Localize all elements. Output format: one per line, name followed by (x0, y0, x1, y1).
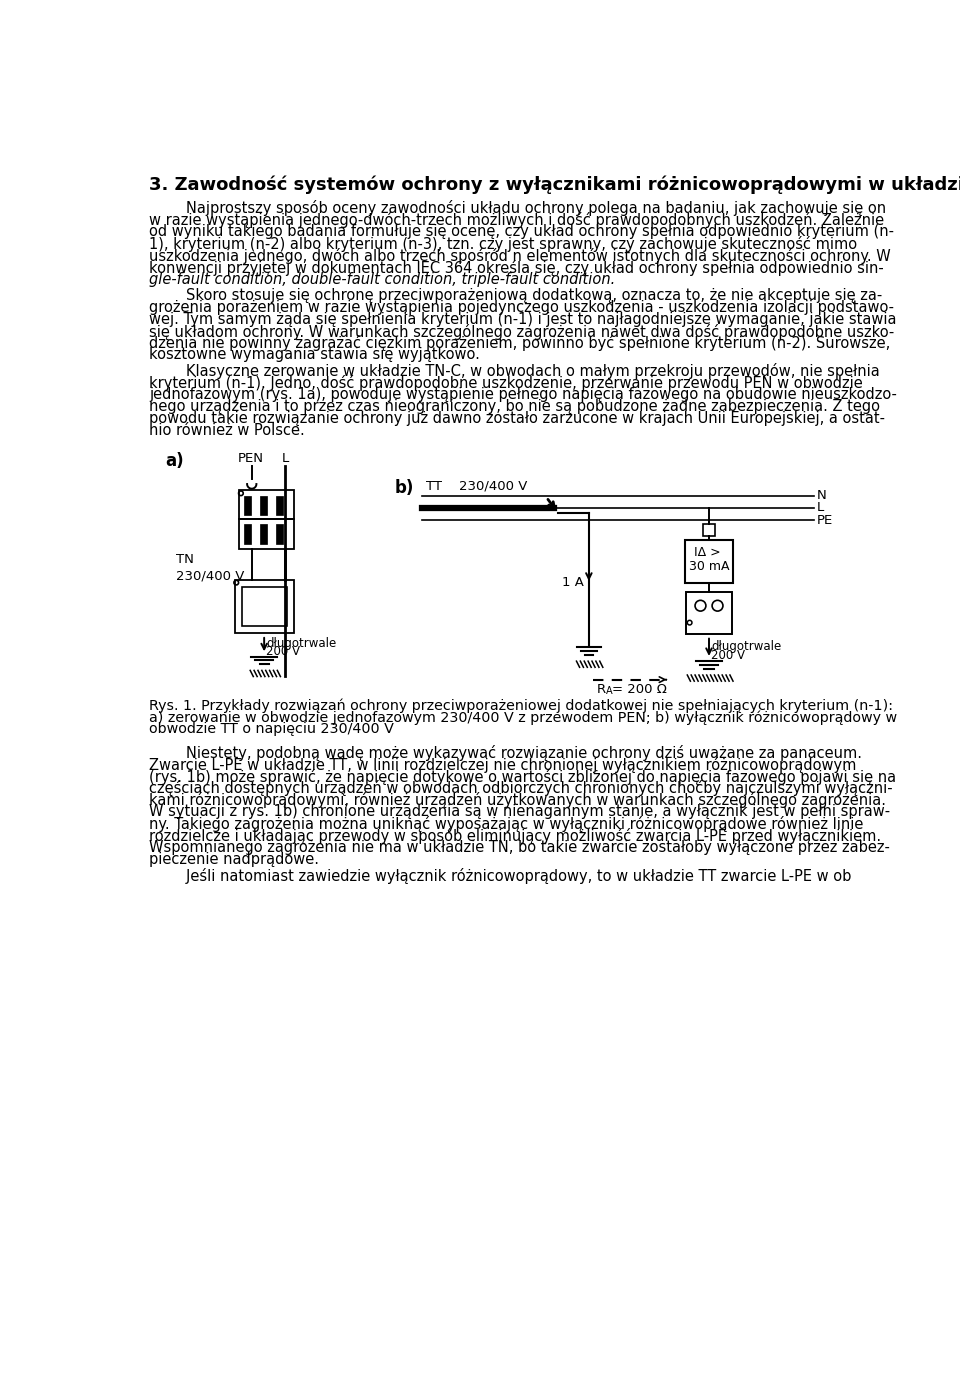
Text: 200 V: 200 V (711, 649, 745, 662)
Text: wej. Tym samym żąda się spełnienia kryterium (n-1) i jest to najłagodniejsze wym: wej. Tym samym żąda się spełnienia kryte… (150, 312, 897, 327)
Bar (703, 523, 715, 536)
Text: IΔ >: IΔ > (694, 547, 721, 559)
Text: a) zerowanie w obwodzie jednofazowym 230/400 V z przewodem PEN; b) wyłącznik róż: a) zerowanie w obwodzie jednofazowym 230… (150, 710, 898, 724)
Text: powodu takie rozwiązanie ochrony już dawno zostało zarzucone w krajach Unii Euro: powodu takie rozwiązanie ochrony już daw… (150, 411, 885, 426)
Text: 1), kryterium (n-2) albo kryterium (n-3), tzn. czy jest sprawny, czy zachowuje s: 1), kryterium (n-2) albo kryterium (n-3)… (150, 236, 857, 251)
Text: Jeśli natomiast zawiedzie wyłącznik różnicowoprądowy, to w układzie TT zwarcie L: Jeśli natomiast zawiedzie wyłącznik różn… (150, 868, 852, 883)
Text: pieczenie nadprądowe.: pieczenie nadprądowe. (150, 852, 320, 867)
Text: kryterium (n-1). Jedno, dość prawdopodobne uszkodzenie, przerwanie przewodu PEN : kryterium (n-1). Jedno, dość prawdopodob… (150, 375, 863, 392)
Text: 3. Zawodność systemów ochrony z wyłącznikami różnicowoprądowymi w układzie TT: 3. Zawodność systemów ochrony z wyłączni… (150, 176, 960, 194)
Bar (260, 496, 267, 515)
Text: L: L (817, 502, 824, 514)
Text: konwencji przyjętej w dokumentach IEC 364 określa się, czy układ ochrony spełnia: konwencji przyjętej w dokumentach IEC 36… (150, 260, 884, 276)
Text: L: L (282, 452, 289, 466)
Text: się układom ochrony. W warunkach szczególnego zagrożenia nawet dwa dość prawdopo: się układom ochrony. W warunkach szczegó… (150, 323, 895, 339)
Text: nego urządzenia i to przez czas nieograniczony, bo nie są pobudzone żadne zabezp: nego urządzenia i to przez czas nieogran… (150, 398, 880, 414)
Bar (260, 523, 267, 544)
Bar (234, 580, 295, 633)
Bar (276, 523, 282, 544)
Text: b): b) (396, 480, 415, 497)
Text: Klasyczne zerowanie w układzie TN-C, w obwodach o małym przekroju przewodów, nie: Klasyczne zerowanie w układzie TN-C, w o… (150, 363, 880, 379)
Text: R: R (596, 683, 606, 697)
Text: (rys. 1b) może sprawić, że napięcie dotykowe o wartości zbliżonej do napięcia fa: (rys. 1b) może sprawić, że napięcie doty… (150, 768, 897, 785)
Text: częściach dostępnych urządzeń w obwodach odbiorczych chronionych choćby najczuls: częściach dostępnych urządzeń w obwodach… (150, 780, 893, 797)
Bar (239, 519, 295, 548)
Text: długotrwale: długotrwale (267, 636, 337, 650)
Text: nio również w Polsce.: nio również w Polsce. (150, 423, 305, 438)
Text: Zwarcie L-PE w układzie TT, w linii rozdzielczej nie chronionej wyłącznikiem róż: Zwarcie L-PE w układzie TT, w linii rozd… (150, 757, 857, 772)
Text: rozdzielcze i układając przewody w sposób eliminujący możliwość zwarcia L-PE prz: rozdzielcze i układając przewody w sposó… (150, 829, 881, 844)
Text: 30 mA: 30 mA (688, 561, 730, 573)
Text: w razie wystąpienia jednego-dwóch-trzech możliwych i dość prawdopodobnych uszkod: w razie wystąpienia jednego-dwóch-trzech… (150, 212, 884, 228)
Text: A: A (606, 686, 612, 695)
Text: N: N (817, 489, 827, 502)
Text: uszkodzenia jednego, dwóch albo trzech spośród n elementów istotnych dla skutecz: uszkodzenia jednego, dwóch albo trzech s… (150, 249, 891, 264)
Text: 200 V: 200 V (267, 644, 300, 658)
Text: kami różnicowoprądowymi, również urządzeń użytkowanych w warunkach szczególnego : kami różnicowoprądowymi, również urządze… (150, 793, 886, 808)
Bar (685, 540, 733, 583)
Text: a): a) (165, 452, 183, 470)
Text: Rys. 1. Przykłady rozwiązań ochrony przeciwporażeniowej dodatkowej nie spełniają: Rys. 1. Przykłady rozwiązań ochrony prze… (150, 698, 894, 713)
Text: TN
230/400 V: TN 230/400 V (176, 552, 244, 583)
Bar (243, 587, 287, 625)
Text: Skoro stosuje się ochronę przeciwporażeniową dodatkową, oznacza to, że nie akcep: Skoro stosuje się ochronę przeciwporażen… (150, 287, 882, 302)
Text: Niestety, podobną wadę może wykazywać rozwiązanie ochrony dziś uważane za panace: Niestety, podobną wadę może wykazywać ro… (150, 745, 862, 761)
Text: dzenia nie powinny zagrażać ciężkim porażeniem, powinno być spełnione kryterium : dzenia nie powinny zagrażać ciężkim pora… (150, 335, 891, 352)
Text: gle-fault condition, double-fault condition, triple-fault condition.: gle-fault condition, double-fault condit… (150, 272, 615, 287)
Text: grożenia porażeniem w razie wystąpienia pojedynczego uszkodzenia - uszkodzenia i: grożenia porażeniem w razie wystąpienia … (150, 300, 895, 315)
Text: jednofazowym (rys. 1a), powoduje wystąpienie pełnego napięcia fazowego na obudow: jednofazowym (rys. 1a), powoduje wystąpi… (150, 387, 898, 403)
Text: obwodzie TT o napięciu 230/400 V: obwodzie TT o napięciu 230/400 V (150, 721, 395, 736)
Bar (244, 496, 252, 515)
Text: PE: PE (817, 514, 833, 526)
Text: TT    230/400 V: TT 230/400 V (426, 480, 527, 492)
Text: kosztowne wymagania stawia się wyjątkowo.: kosztowne wymagania stawia się wyjątkowo… (150, 348, 480, 363)
Bar (685, 592, 732, 635)
Text: = 200 Ω: = 200 Ω (612, 683, 667, 697)
Text: od wyniku takiego badania formułuje się ocenę, czy układ ochrony spełnia odpowie: od wyniku takiego badania formułuje się … (150, 224, 895, 239)
Text: długotrwale: długotrwale (711, 639, 781, 653)
Text: PEN: PEN (238, 452, 264, 466)
Text: W sytuacji z rys. 1b) chronione urządzenia są w nienagannym stanie, a wyłącznik : W sytuacji z rys. 1b) chronione urządzen… (150, 804, 891, 819)
Text: Najprostszy sposób oceny zawodności układu ochrony polega na badaniu, jak zachow: Najprostszy sposób oceny zawodności ukła… (150, 201, 887, 216)
Bar (276, 496, 282, 515)
Text: 1 A: 1 A (562, 576, 584, 589)
Bar (244, 523, 252, 544)
Bar (239, 491, 295, 519)
Text: ny. Takiego zagrożenia można uniknąć wyposażając w wyłączniki różnicowoprądowe r: ny. Takiego zagrożenia można uniknąć wyp… (150, 816, 864, 833)
Text: Wspomnianego zagrożenia nie ma w układzie TN, bo takie zwarcie zostałoby wyłączo: Wspomnianego zagrożenia nie ma w układzi… (150, 840, 890, 855)
